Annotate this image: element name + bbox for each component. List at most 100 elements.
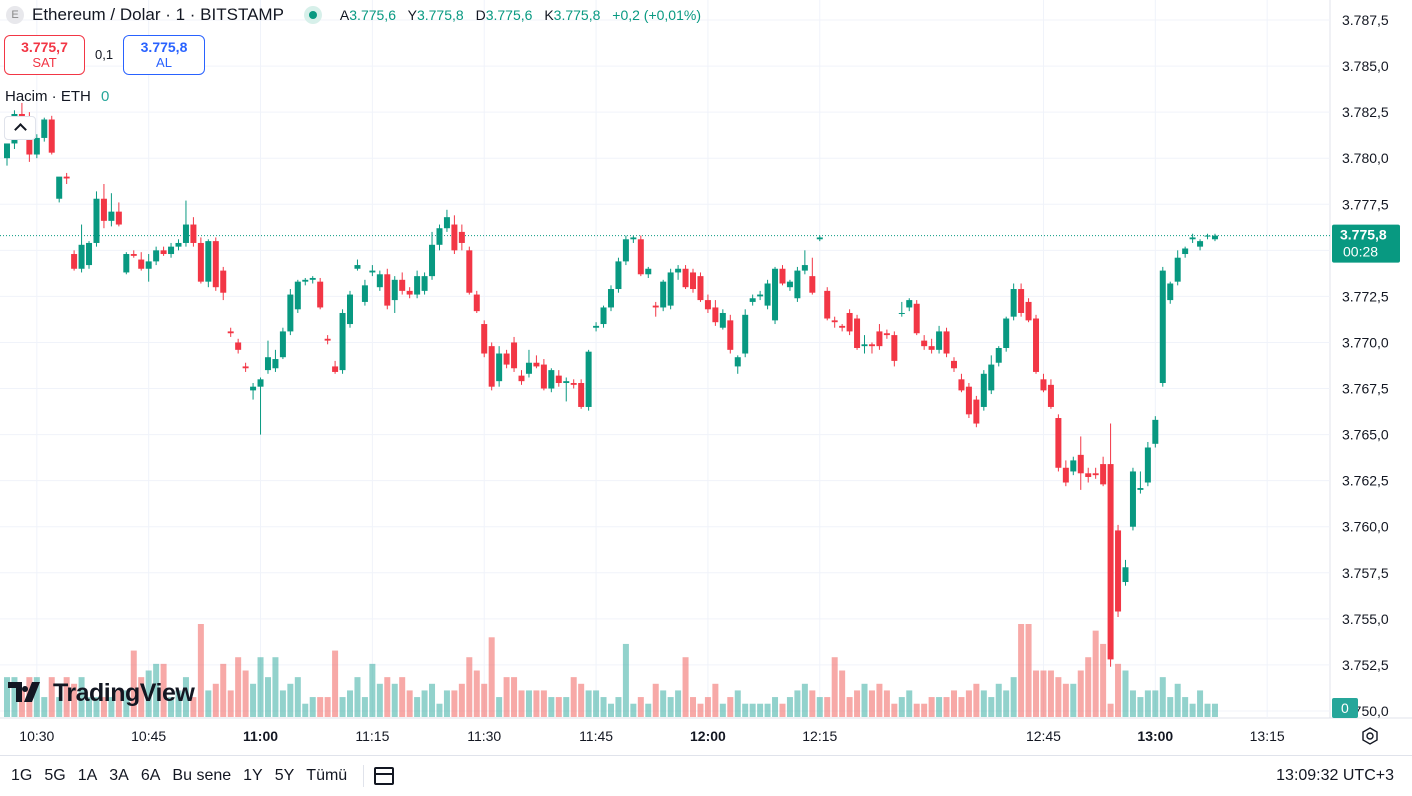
candles[interactable] bbox=[4, 102, 1218, 667]
candle[interactable] bbox=[272, 349, 279, 372]
candle[interactable] bbox=[883, 329, 890, 339]
candle[interactable] bbox=[466, 246, 473, 295]
candle[interactable] bbox=[600, 305, 607, 328]
candle[interactable] bbox=[667, 268, 674, 310]
candle[interactable] bbox=[406, 287, 413, 299]
candle[interactable] bbox=[518, 370, 525, 385]
candle[interactable] bbox=[1152, 416, 1159, 448]
candle[interactable] bbox=[1077, 436, 1084, 490]
candle[interactable] bbox=[779, 265, 786, 286]
candle[interactable] bbox=[1018, 283, 1025, 317]
candle[interactable] bbox=[585, 349, 592, 411]
candle[interactable] bbox=[123, 252, 130, 275]
candle[interactable] bbox=[690, 268, 697, 293]
price-axis[interactable]: 3.787,5 3.785,0 3.782,5 3.780,0 3.777,5 3.775… bbox=[1342, 12, 1389, 719]
time-axis[interactable]: 10:30 10:45 11:00 11:15 11:30 11:45 12:00 12:15… bbox=[19, 728, 1285, 744]
candle[interactable] bbox=[861, 335, 868, 354]
candle[interactable] bbox=[570, 379, 577, 389]
candle[interactable] bbox=[630, 235, 637, 243]
candle[interactable] bbox=[160, 246, 167, 256]
candle[interactable] bbox=[115, 202, 122, 227]
candle[interactable] bbox=[317, 277, 324, 310]
candle[interactable] bbox=[622, 235, 629, 266]
candle[interactable] bbox=[555, 370, 562, 387]
candle[interactable] bbox=[1189, 233, 1196, 243]
settings-icon[interactable] bbox=[1362, 727, 1378, 745]
candle[interactable] bbox=[719, 309, 726, 330]
candle[interactable] bbox=[652, 301, 659, 317]
candle[interactable] bbox=[205, 239, 212, 288]
candle[interactable] bbox=[1010, 283, 1017, 321]
sell-button[interactable]: 3.775,7 SAT bbox=[4, 35, 85, 75]
candle[interactable] bbox=[33, 134, 40, 159]
candle[interactable] bbox=[794, 266, 801, 302]
candle[interactable] bbox=[1204, 233, 1211, 240]
buy-button[interactable]: 3.775,8 AL bbox=[123, 35, 205, 75]
candle[interactable] bbox=[511, 336, 518, 372]
candle[interactable] bbox=[1167, 281, 1174, 304]
candle[interactable] bbox=[86, 241, 93, 269]
range-5d-button[interactable]: 5G bbox=[44, 767, 66, 784]
candle[interactable] bbox=[429, 231, 436, 280]
candle[interactable] bbox=[1129, 467, 1136, 531]
candle[interactable] bbox=[175, 239, 182, 251]
candle[interactable] bbox=[309, 276, 316, 284]
candle[interactable] bbox=[63, 172, 70, 184]
candle[interactable] bbox=[324, 335, 331, 345]
symbol-title[interactable]: Ethereum / Dolar · 1 · BITSTAMP bbox=[32, 5, 284, 24]
candle[interactable] bbox=[973, 395, 980, 428]
candle[interactable] bbox=[71, 250, 78, 271]
candle[interactable] bbox=[399, 272, 406, 295]
candle[interactable] bbox=[809, 257, 816, 295]
candle[interactable] bbox=[943, 327, 950, 358]
candle[interactable] bbox=[637, 235, 644, 277]
candle[interactable] bbox=[48, 115, 55, 155]
candle[interactable] bbox=[279, 327, 286, 360]
clock[interactable]: 13:09:32 UTC+3 bbox=[1276, 767, 1394, 784]
candle[interactable] bbox=[615, 257, 622, 293]
tradingview-logo[interactable]: TradingView bbox=[8, 679, 196, 707]
candle[interactable] bbox=[220, 266, 227, 301]
candle[interactable] bbox=[1197, 239, 1204, 251]
candle[interactable] bbox=[257, 377, 264, 435]
candle[interactable] bbox=[660, 279, 667, 312]
candle[interactable] bbox=[876, 324, 883, 350]
candle[interactable] bbox=[227, 327, 234, 337]
candle[interactable] bbox=[831, 316, 838, 328]
range-1m-button[interactable]: 1A bbox=[77, 767, 98, 784]
candle[interactable] bbox=[1137, 471, 1144, 494]
candle[interactable] bbox=[824, 287, 831, 321]
candle[interactable] bbox=[473, 290, 480, 313]
candle[interactable] bbox=[1182, 246, 1189, 258]
range-5y-button[interactable]: 5Y bbox=[274, 767, 295, 784]
range-1d-button[interactable]: 1G bbox=[11, 767, 33, 784]
candle[interactable] bbox=[921, 335, 928, 350]
candle[interactable] bbox=[645, 266, 652, 278]
candle[interactable] bbox=[928, 338, 935, 354]
candle[interactable] bbox=[197, 237, 204, 284]
candle[interactable] bbox=[704, 294, 711, 313]
candle[interactable] bbox=[1062, 460, 1069, 487]
candle[interactable] bbox=[846, 309, 853, 336]
candle[interactable] bbox=[593, 322, 600, 332]
candle[interactable] bbox=[78, 224, 85, 273]
candle[interactable] bbox=[391, 276, 398, 313]
candle[interactable] bbox=[354, 259, 361, 271]
candle[interactable] bbox=[1025, 298, 1032, 323]
candle[interactable] bbox=[697, 272, 704, 302]
candle[interactable] bbox=[607, 285, 614, 312]
candle[interactable] bbox=[130, 250, 137, 258]
candle[interactable] bbox=[980, 370, 987, 411]
candle[interactable] bbox=[906, 298, 913, 312]
candle[interactable] bbox=[153, 246, 160, 266]
candle[interactable] bbox=[302, 277, 309, 286]
candle[interactable] bbox=[1003, 316, 1010, 352]
candle[interactable] bbox=[1085, 467, 1092, 483]
candle[interactable] bbox=[361, 279, 368, 306]
range-6m-button[interactable]: 6A bbox=[140, 767, 161, 784]
candle[interactable] bbox=[525, 349, 532, 378]
candle[interactable] bbox=[332, 360, 339, 374]
candle[interactable] bbox=[488, 342, 495, 391]
candle[interactable] bbox=[1144, 441, 1151, 487]
candle[interactable] bbox=[1092, 467, 1099, 479]
